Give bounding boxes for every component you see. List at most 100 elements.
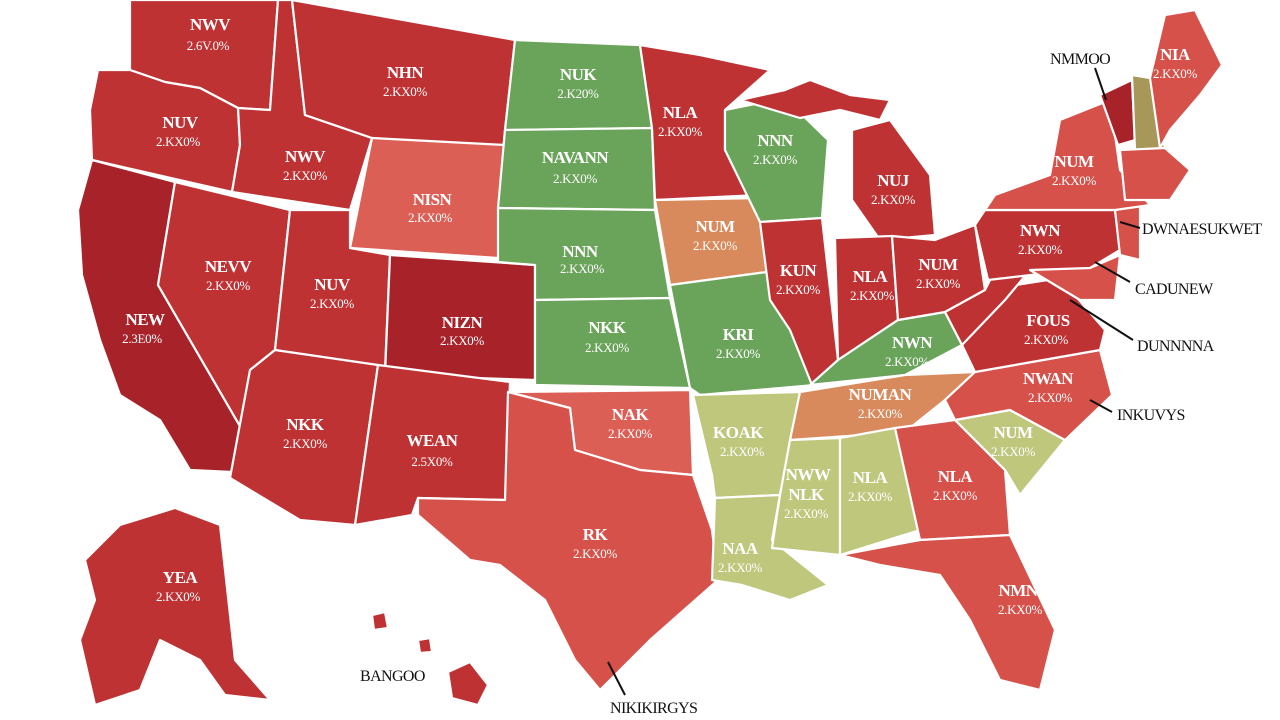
state-maryland-delaware [1028, 253, 1122, 302]
label-nebraska-name: NNN [562, 242, 599, 261]
label-georgia-value: 2.KX0% [933, 488, 978, 503]
callout-texas: NIKIKIRGYS [610, 700, 697, 717]
label-florida-name: NMN [998, 581, 1038, 600]
callout-line-texas [607, 661, 626, 696]
label-nevada-name: NEVV [205, 257, 252, 276]
label-colorado-name: NIZN [442, 313, 484, 332]
label-tennessee-name: NUMAN [849, 385, 913, 404]
state-georgia [893, 418, 1012, 542]
callout-maine: NMMOO [1050, 51, 1110, 68]
label-tennessee-value: 2.KX0% [858, 406, 903, 421]
label-idaho-name: NWV [285, 147, 326, 166]
label-virginia-value: 2.KX0% [1024, 332, 1069, 347]
state-hawaii-islet [370, 610, 390, 632]
state-mississippi [770, 436, 842, 557]
label-utah-value: 2.KX0% [310, 296, 355, 311]
label-kansas-value: 2.KX0% [585, 340, 630, 355]
state-hawaii-islet [416, 636, 434, 655]
label-maine-value: 2.KX0% [1153, 66, 1198, 81]
label-utah-name: NUV [314, 275, 351, 294]
label-iowa-value: 2.KX0% [693, 238, 738, 253]
label-virginia-name: FOUS [1026, 311, 1069, 330]
label-california-name: NEW [125, 310, 165, 329]
label-wisconsin-name: NNN [757, 131, 794, 150]
label-oklahoma-value: 2.KX0% [608, 426, 653, 441]
state-south-dakota [496, 126, 657, 212]
state-hawaii [446, 660, 490, 707]
label-pennsylvania-name: NWN [1020, 221, 1061, 240]
label-missouri-value: 2.KX0% [716, 346, 761, 361]
callout-line-nj [1119, 221, 1141, 229]
label-north-carolina-value: 2.KX0% [1028, 390, 1073, 405]
label-wyoming-value: 2.KX0% [408, 210, 453, 225]
label-illinois-name: KUN [780, 261, 818, 280]
label-wyoming-name: NISN [413, 190, 453, 209]
label-louisiana-name: NAA [722, 539, 759, 558]
label-kentucky-name: NWN [892, 333, 933, 352]
label-arizona-value: 2.KX0% [283, 436, 328, 451]
callout-line-va [1069, 299, 1134, 341]
label-montana-name: NHN [387, 63, 425, 82]
label-south-dakota-name: NAVANN [542, 148, 610, 167]
state-new-jersey [1113, 203, 1142, 262]
callout-md: CADUNEW [1135, 281, 1214, 298]
label-florida-value: 2.KX0% [998, 602, 1043, 617]
label-minnesota-name: NLA [663, 103, 699, 122]
state-alaska [78, 506, 272, 707]
label-ohio-name: NUM [918, 255, 958, 274]
label-alabama-name: NLA [853, 468, 889, 487]
callout-hawaii: BANGOO [360, 668, 425, 685]
label-montana-value: 2.KX0% [383, 84, 428, 99]
state-texas [416, 390, 720, 692]
label-illinois-value: 2.KX0% [776, 282, 821, 297]
label-nebraska-value: 2.KX0% [560, 261, 605, 276]
callout-line-md [1094, 261, 1131, 283]
label-washington-value: 2.6V.0% [187, 38, 230, 53]
label-indiana-value: 2.KX0% [850, 288, 895, 303]
label-minnesota-value: 2.KX0% [658, 124, 703, 139]
label-arizona-name: NKK [286, 415, 325, 434]
state-maine [1148, 8, 1224, 150]
label-oklahoma-name: NAK [612, 405, 650, 424]
state-north-dakota [503, 38, 654, 132]
label-arkansas-name: KOAK [713, 423, 764, 442]
callout-nj: DWNAESUKWET [1142, 221, 1262, 238]
label-new-mexico-name: WEAN [407, 431, 459, 450]
label-alaska-name: YEA [163, 568, 199, 587]
label-new-york-name: NUM [1054, 152, 1094, 171]
label-ohio-value: 2.KX0% [916, 276, 961, 291]
callout-line-nc [1089, 399, 1113, 413]
label-south-carolina-value: 2.KX0% [991, 444, 1036, 459]
label-missouri-name: KRI [723, 325, 755, 344]
callout-va: DUNNNNA [1137, 338, 1215, 355]
label-alabama-value: 2.KX0% [848, 489, 893, 504]
label-wisconsin-value: 2.KX0% [753, 152, 798, 167]
label-mississippi-value: 2.KX0% [784, 506, 829, 521]
label-michigan-name: NUJ [877, 171, 910, 190]
callout-nc: INKUVYS [1117, 407, 1185, 424]
label-new-york-value: 2.KX0% [1052, 173, 1097, 188]
label-oregon-value: 2.KX0% [156, 134, 201, 149]
label-oregon-name: NUV [162, 113, 199, 132]
label-texas-name: RK [583, 525, 609, 544]
label-idaho-value: 2.KX0% [283, 168, 328, 183]
label-mississippi-name: NWW [786, 465, 831, 484]
label-nevada-value: 2.KX0% [206, 278, 251, 293]
label-indiana-name: NLA [853, 267, 889, 286]
callout-line-maine [1094, 67, 1107, 101]
label-louisiana-value: 2.KX0% [718, 560, 763, 575]
label-pennsylvania-value: 2.KX0% [1018, 242, 1063, 257]
label-arkansas-value: 2.KX0% [720, 444, 765, 459]
label-new-mexico-value: 2.5X0% [411, 454, 453, 469]
label-california-value: 2.3E0% [122, 331, 162, 346]
state-florida [838, 533, 1057, 692]
label-south-carolina-name: NUM [993, 423, 1033, 442]
label-kansas-name: NKK [588, 318, 627, 337]
label-texas-value: 2.KX0% [573, 546, 618, 561]
label-iowa-name: NUM [695, 217, 735, 236]
label-north-dakota-value: 2.K20% [557, 86, 599, 101]
label-washington-name: NWV [190, 15, 231, 34]
label-alaska-value: 2.KX0% [156, 589, 201, 604]
label-north-carolina-name: NWAN [1023, 369, 1074, 388]
